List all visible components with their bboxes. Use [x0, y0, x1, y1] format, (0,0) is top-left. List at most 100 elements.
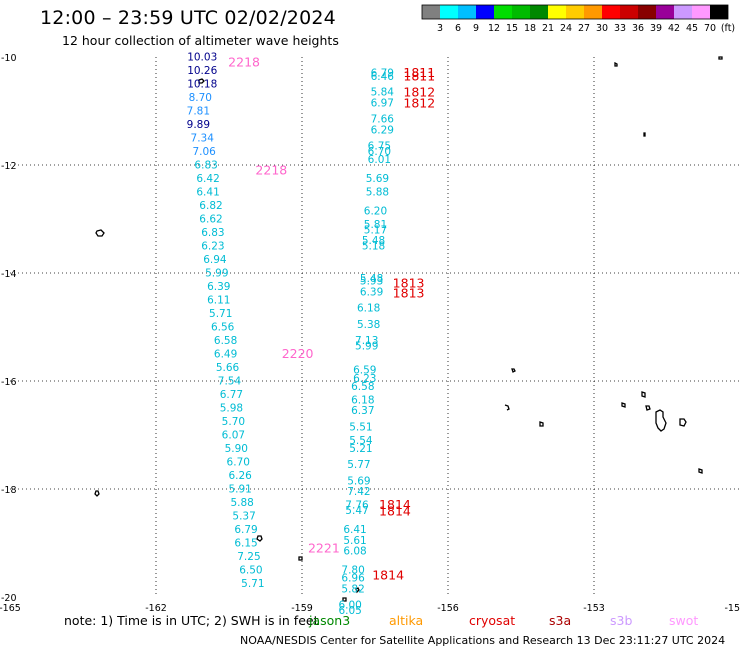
island [641, 391, 646, 398]
legend-label: 12 [488, 23, 500, 34]
swh-reading: 6.46 [371, 71, 395, 83]
swh-reading: 5.82 [341, 583, 364, 595]
swh-reading: 6.62 [199, 213, 222, 225]
legend-label: 21 [542, 23, 554, 34]
swh-reading: 5.51 [349, 421, 372, 433]
swh-reading: 5.88 [366, 186, 389, 198]
y-tick-label: -14 [1, 269, 17, 280]
legend-swatch [620, 5, 638, 19]
swh-reading: 8.70 [189, 92, 212, 104]
swh-reading: 5.54 [349, 435, 373, 447]
swh-reading: 5.99 [355, 340, 378, 352]
pass-time: 1814 [379, 504, 411, 519]
legend-swatch [512, 5, 530, 19]
swh-reading: 6.39 [360, 286, 383, 298]
swh-reading: 6.77 [220, 389, 243, 401]
axis-tick-labels: -165 -162 -159 -156 -153 -15 -10 -12 -14 -16 -18 -2… [0, 53, 740, 614]
swh-reading: 7.66 [371, 114, 395, 126]
legend-label: 33 [614, 23, 626, 34]
legend-label: 45 [686, 23, 698, 34]
x-tick-label: -159 [291, 603, 313, 614]
swh-reading: 7.80 [341, 564, 364, 576]
swh-reading: 5.88 [230, 497, 253, 509]
swh-reading: 7.81 [187, 105, 210, 117]
swh-reading: 5.18 [362, 240, 385, 252]
swh-reading: 5.70 [222, 416, 245, 428]
legend-swatch [422, 5, 440, 19]
legend-swatch [674, 5, 692, 19]
swh-reading: 5.66 [216, 362, 240, 374]
color-legend: 3 6 9 12 15 18 21 24 27 30 33 36 39 42 45 70 (ft) [421, 4, 735, 34]
island [539, 421, 544, 427]
x-tick-label: -165 [0, 603, 21, 614]
swh-reading: 5.61 [343, 535, 366, 547]
swh-reading: 5.81 [364, 219, 387, 231]
swh-reading: 6.50 [239, 564, 262, 576]
legend-swatch [476, 5, 494, 19]
swh-reading: 5.38 [357, 319, 380, 331]
swh-reading: 6.00 [338, 600, 361, 612]
island [95, 229, 105, 237]
island [342, 597, 347, 602]
swh-reading: 5.98 [220, 402, 243, 414]
satellite-key: jason3 [308, 613, 350, 628]
satellite-key: s3a [549, 613, 571, 628]
pass-time: 2221 [308, 540, 340, 555]
swh-reading: 7.13 [355, 335, 378, 347]
swh-reading: 6.08 [343, 546, 366, 558]
legend-swatch [566, 5, 584, 19]
x-tick-label: -156 [437, 603, 459, 614]
swh-reading: 6.26 [228, 470, 252, 482]
swh-reading: 6.39 [207, 281, 230, 293]
swh-reading: 6.41 [343, 524, 366, 536]
swh-reading: 5.48 [362, 235, 385, 247]
legend-swatch [440, 5, 458, 19]
swh-reading: 6.96 [341, 573, 365, 585]
swh-reading: 6.59 [353, 365, 376, 377]
pass-time: 1813 [393, 276, 425, 291]
y-tick-label: -12 [1, 161, 17, 172]
legend-swatch [548, 5, 566, 19]
pass-time: 1812 [403, 85, 435, 100]
swh-reading: 6.20 [364, 205, 387, 217]
island [511, 368, 516, 373]
swh-reading: 9.89 [187, 119, 210, 131]
island [679, 418, 687, 427]
swh-reading: 6.83 [194, 159, 217, 171]
legend-swatch [530, 5, 548, 19]
note-text: note: 1) Time is in UTC; 2) SWH is in fe… [64, 613, 319, 628]
swh-reading: 5.71 [241, 578, 264, 590]
pass-time: 1811 [403, 68, 435, 83]
swh-reading: 6.29 [371, 124, 394, 136]
swh-reading: 5.69 [347, 475, 370, 487]
pass-time: 1814 [372, 567, 404, 582]
swh-reading: 10.03 [187, 51, 217, 63]
swh-reading: 6.70 [368, 146, 391, 158]
swh-reading: 6.49 [214, 348, 237, 360]
swh-reading: 6.05 [338, 605, 361, 617]
x-tick-label: -15 [724, 603, 740, 614]
legend-swatch [494, 5, 512, 19]
swh-reading: 6.58 [214, 335, 237, 347]
legend-label: 42 [668, 23, 680, 34]
map-title: 12:00 – 23:59 UTC 02/02/2024 [40, 7, 336, 29]
swh-reading: 6.58 [351, 381, 374, 393]
pass-time-labels: 2218221822202221181118111812181218131813… [228, 54, 435, 582]
legend-swatch [692, 5, 710, 19]
island [698, 468, 703, 474]
grid-lines [10, 57, 740, 597]
swh-reading: 5.93 [360, 276, 383, 288]
swh-reading: 6.18 [351, 394, 374, 406]
swh-reading: 7.42 [347, 486, 370, 498]
legend-label: 24 [560, 23, 572, 34]
island [621, 402, 626, 408]
pass-time: 2220 [282, 346, 314, 361]
swh-reading: 7.76 [345, 500, 369, 512]
island [718, 56, 723, 60]
swh-reading: 6.07 [222, 429, 245, 441]
swh-reading: 5.48 [360, 273, 383, 285]
pass-time: 2218 [228, 54, 260, 69]
swh-reading: 7.25 [237, 551, 260, 563]
swh-reading: 6.79 [234, 524, 257, 536]
credit-line: NOAA/NESDIS Center for Satellite Applica… [240, 634, 726, 647]
